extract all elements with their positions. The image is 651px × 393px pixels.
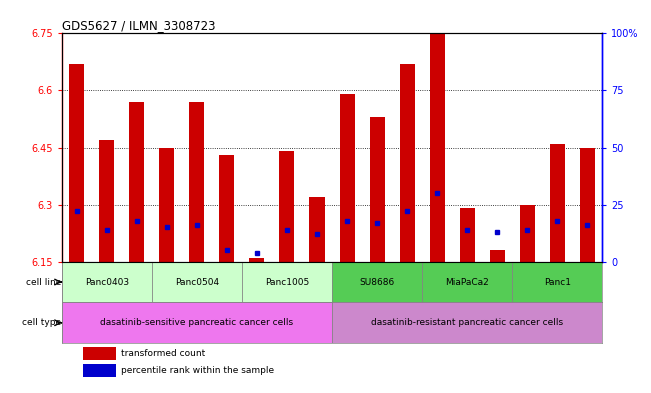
Bar xyxy=(249,258,264,262)
Bar xyxy=(370,117,385,262)
Text: Panc0403: Panc0403 xyxy=(85,277,129,286)
Bar xyxy=(340,94,355,262)
Bar xyxy=(242,262,332,302)
Bar xyxy=(579,147,594,262)
Bar xyxy=(219,155,234,262)
Bar xyxy=(130,102,145,262)
Bar xyxy=(332,262,422,302)
Text: cell type: cell type xyxy=(22,318,61,327)
Text: dasatinib-resistant pancreatic cancer cells: dasatinib-resistant pancreatic cancer ce… xyxy=(371,318,563,327)
Bar xyxy=(100,140,115,262)
Bar xyxy=(279,151,294,262)
Text: Panc1: Panc1 xyxy=(544,277,571,286)
Bar xyxy=(400,64,415,262)
Bar xyxy=(189,102,204,262)
Bar xyxy=(332,302,602,343)
Bar xyxy=(519,205,534,262)
Bar xyxy=(83,364,116,377)
Bar xyxy=(152,262,242,302)
Bar xyxy=(490,250,505,262)
Text: cell line: cell line xyxy=(26,277,61,286)
Text: transformed count: transformed count xyxy=(121,349,206,358)
Bar xyxy=(460,208,475,262)
Bar xyxy=(549,144,564,262)
Bar xyxy=(159,147,174,262)
Text: SU8686: SU8686 xyxy=(359,277,395,286)
Bar xyxy=(62,262,152,302)
Text: MiaPaCa2: MiaPaCa2 xyxy=(445,277,489,286)
Bar xyxy=(83,347,116,360)
Text: GDS5627 / ILMN_3308723: GDS5627 / ILMN_3308723 xyxy=(62,19,215,32)
Bar xyxy=(309,197,324,262)
Bar xyxy=(70,64,85,262)
Text: percentile rank within the sample: percentile rank within the sample xyxy=(121,366,275,375)
Text: Panc1005: Panc1005 xyxy=(265,277,309,286)
Text: dasatinib-sensitive pancreatic cancer cells: dasatinib-sensitive pancreatic cancer ce… xyxy=(100,318,294,327)
Bar xyxy=(422,262,512,302)
Bar xyxy=(62,302,332,343)
Bar xyxy=(512,262,602,302)
Bar xyxy=(430,33,445,262)
Text: Panc0504: Panc0504 xyxy=(175,277,219,286)
